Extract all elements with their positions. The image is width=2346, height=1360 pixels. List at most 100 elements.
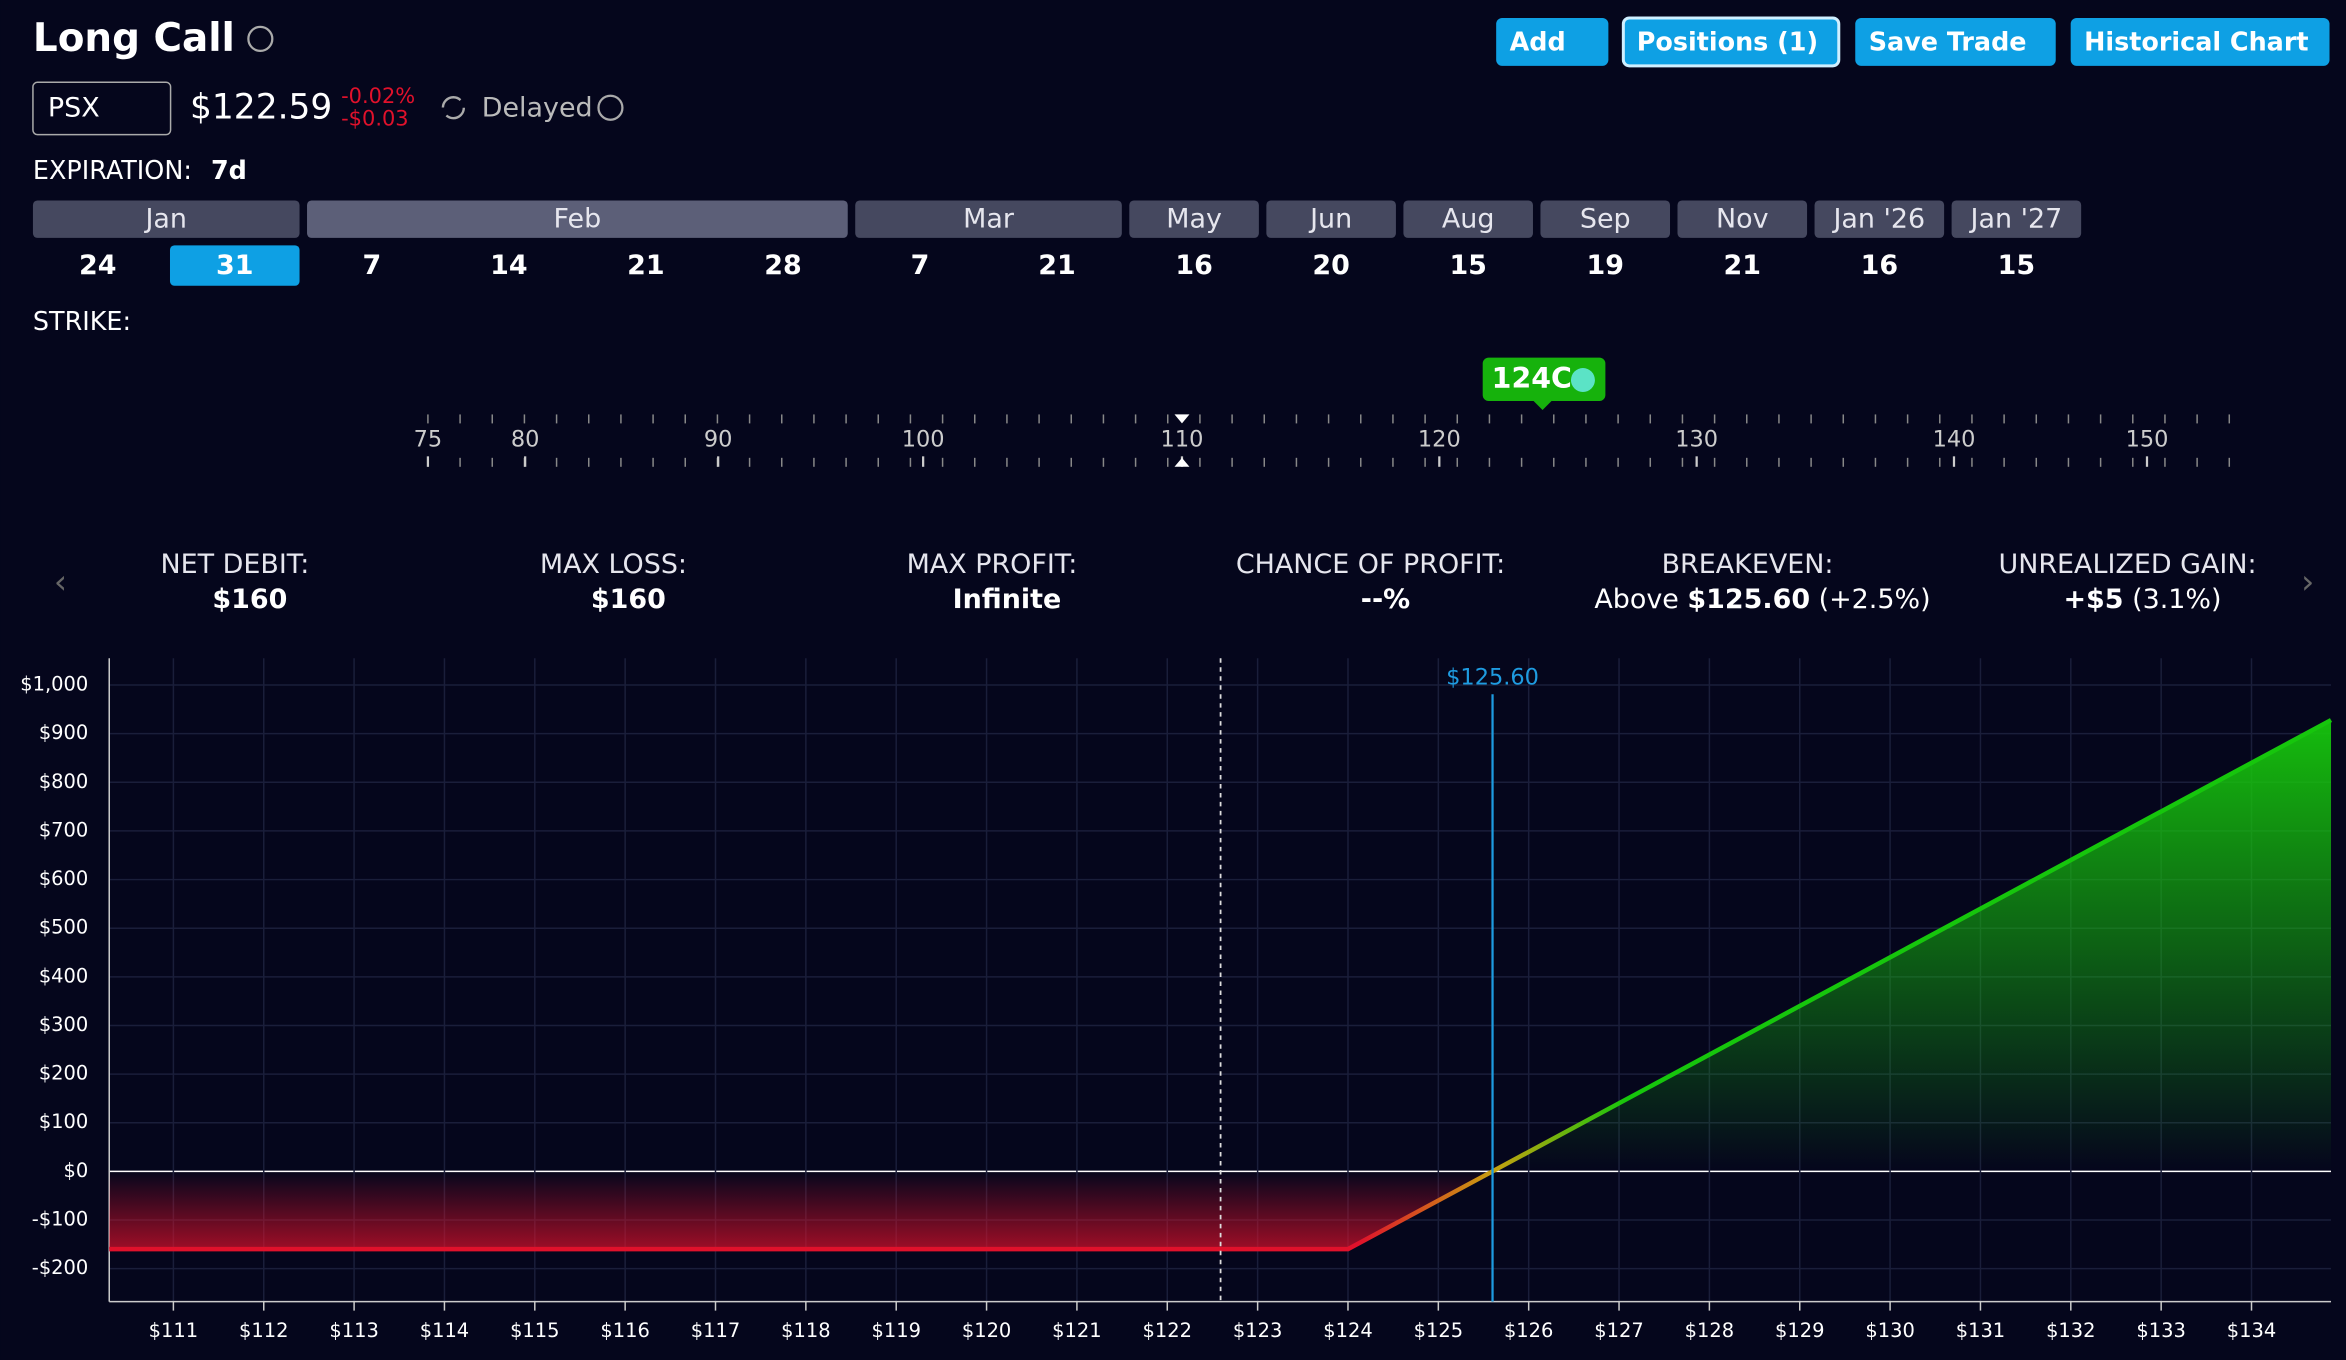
help-icon[interactable] <box>597 94 624 121</box>
strike-tick-label: 120 <box>1418 426 1461 452</box>
day-label[interactable]: 15 <box>1998 250 2035 281</box>
stat-label: BREAKEVEN: <box>1662 549 1834 580</box>
month-header <box>855 200 1122 238</box>
x-tick-label: $132 <box>2046 1319 2095 1342</box>
button-label: Historical Chart <box>2084 26 2308 56</box>
strike-position-label: 124C <box>1492 362 1572 395</box>
day-label[interactable]: 21 <box>1724 250 1761 281</box>
button[interactable] <box>1855 17 2056 66</box>
month-header <box>1266 200 1396 238</box>
day-label[interactable]: 28 <box>764 250 801 281</box>
x-tick-label: $126 <box>1504 1319 1553 1342</box>
change-abs: -$0.03 <box>341 107 408 131</box>
strategy-title: Long Call <box>33 16 235 61</box>
help-icon[interactable] <box>247 25 274 52</box>
day-label[interactable]: 31 <box>216 250 253 281</box>
x-tick-label: $134 <box>2227 1319 2276 1342</box>
strike-label: STRIKE: <box>33 306 131 336</box>
button[interactable] <box>1496 17 1609 66</box>
strike-tick-label: 140 <box>1933 426 1976 452</box>
day-label[interactable]: 15 <box>1449 250 1486 281</box>
x-tick-label: $121 <box>1052 1319 1101 1342</box>
stat-prefix: Above <box>1594 583 1678 614</box>
day-label[interactable]: 16 <box>1861 250 1898 281</box>
strike-tick-label: 110 <box>1161 426 1204 452</box>
day-label[interactable]: 21 <box>627 250 664 281</box>
button-label: Positions (1) <box>1637 26 1818 56</box>
expiration-label: EXPIRATION: <box>33 155 192 185</box>
month-header <box>1677 200 1808 238</box>
day-label[interactable]: 7 <box>362 250 381 281</box>
y-tick-label: $700 <box>39 818 88 841</box>
x-tick-label: $116 <box>600 1319 649 1342</box>
x-tick-label: $131 <box>1956 1319 2005 1342</box>
day-label[interactable]: 7 <box>911 250 930 281</box>
ticker: PSX <box>48 93 100 124</box>
month-label: Jan <box>143 203 187 234</box>
month-label: Jan '26 <box>1831 203 1925 234</box>
stat-label: UNREALIZED GAIN: <box>1998 549 2256 580</box>
x-tick-label: $114 <box>420 1319 469 1342</box>
stat-value: Infinite <box>953 583 1062 614</box>
x-tick-label: $119 <box>871 1319 920 1342</box>
y-tick-label: -$200 <box>32 1256 88 1279</box>
change-pct: -0.02% <box>341 84 415 108</box>
x-tick-label: $113 <box>329 1319 378 1342</box>
month-label: Mar <box>963 203 1015 234</box>
stat-value: $160 <box>591 583 666 614</box>
strike-tick-label: 90 <box>704 426 733 452</box>
x-tick-label: $120 <box>962 1319 1011 1342</box>
stat-value: --% <box>1361 583 1410 614</box>
strike-tick-label: 75 <box>414 426 443 452</box>
y-tick-label: $1,000 <box>20 673 88 696</box>
next-arrow[interactable]: › <box>2301 562 2314 601</box>
month-label: Feb <box>554 203 602 234</box>
day-label[interactable]: 14 <box>490 250 527 281</box>
payoff-area <box>109 720 2332 1250</box>
month-label: Jun <box>1308 203 1352 234</box>
x-tick-label: $133 <box>2136 1319 2185 1342</box>
prev-arrow[interactable]: ‹ <box>54 562 67 601</box>
strike-pointer <box>1533 400 1552 410</box>
x-tick-label: $128 <box>1685 1319 1734 1342</box>
button-label: Save Trade <box>1869 26 2027 56</box>
day-label[interactable]: 16 <box>1175 250 1212 281</box>
stat-value: Infinite <box>953 583 1062 614</box>
day-label[interactable]: 20 <box>1312 250 1349 281</box>
strike-position[interactable] <box>1482 357 1606 401</box>
stat-value: $160 <box>212 583 287 614</box>
ticker-input[interactable] <box>32 81 172 136</box>
strike-tick-label: 80 <box>511 426 540 452</box>
month-label: Sep <box>1580 203 1631 234</box>
day-label[interactable]: 19 <box>1587 250 1624 281</box>
stat-value: $160 <box>212 583 287 614</box>
stat-value: Above $125.60 (+2.5%) <box>1594 583 1930 614</box>
strike-tick-label: 100 <box>902 426 945 452</box>
dollar-icon <box>1570 368 1595 392</box>
y-tick-label: $900 <box>39 721 88 744</box>
day-label[interactable]: 21 <box>1038 250 1075 281</box>
breakeven-label: $125.60 <box>1446 664 1539 690</box>
day-label[interactable]: 24 <box>79 250 116 281</box>
month-header <box>32 200 300 238</box>
selected-day[interactable] <box>169 245 300 286</box>
stat-note: (+2.5%) <box>1819 583 1931 614</box>
stat-label: NET DEBIT: <box>160 549 309 580</box>
button[interactable] <box>1621 16 1841 68</box>
x-tick-label: $123 <box>1233 1319 1282 1342</box>
stat-note: (3.1%) <box>2132 583 2221 614</box>
month-label: Aug <box>1442 203 1495 234</box>
refresh-icon[interactable] <box>441 96 466 120</box>
stat-label: CHANCE OF PROFIT: <box>1236 549 1505 580</box>
y-tick-label: $800 <box>39 770 88 793</box>
stat-value: +$5 <box>2064 583 2124 614</box>
month-header <box>1129 200 1259 238</box>
price: $122.59 <box>190 88 332 128</box>
y-tick-label: $500 <box>39 916 88 939</box>
expiration-value: 7d <box>211 155 247 185</box>
x-tick-label: $117 <box>691 1319 740 1342</box>
button[interactable] <box>2070 17 2330 66</box>
stat-value: --% <box>1361 583 1410 614</box>
month-header <box>1540 200 1671 238</box>
